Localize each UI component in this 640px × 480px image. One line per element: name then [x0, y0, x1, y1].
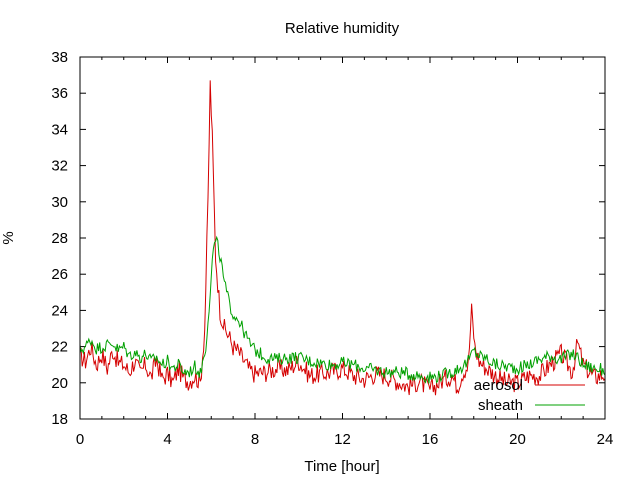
legend-label-sheath: sheath: [478, 397, 523, 414]
legend-label-aerosol: aerosol: [474, 377, 523, 394]
y-tick-label: 30: [51, 194, 68, 211]
plot-frame: [79, 56, 606, 420]
x-tick-label: 24: [597, 431, 614, 448]
series-line-sheath: [79, 235, 606, 384]
series-lines: [79, 80, 606, 396]
y-tick-label: 20: [51, 375, 68, 392]
y-tick-label: 24: [51, 302, 68, 319]
y-tick-label: 28: [51, 230, 68, 247]
y-tick-label: 34: [51, 121, 68, 138]
x-tick-label: 8: [251, 431, 259, 448]
y-tick-label: 22: [51, 339, 68, 356]
y-tick-label: 36: [51, 85, 68, 102]
y-tick-label: 38: [51, 49, 68, 66]
x-tick-label: 16: [422, 431, 439, 448]
x-tick-label: 0: [76, 431, 84, 448]
x-tick-label: 20: [509, 431, 526, 448]
chart-title: Relative humidity: [285, 20, 400, 37]
legend: aerosol sheath: [474, 377, 585, 414]
y-tick-label: 26: [51, 266, 68, 283]
x-tick-label: 4: [163, 431, 171, 448]
series-line-aerosol: [79, 80, 606, 396]
y-tick-label: 18: [51, 411, 68, 428]
x-tick-label: 12: [334, 431, 351, 448]
y-tick-label: 32: [51, 158, 68, 175]
y-axis-label: %: [0, 231, 17, 244]
x-axis-label: Time [hour]: [304, 458, 379, 475]
axis-ticks: 0 4 8 12 16 20 24 18 20 22 24 26 28 30 32 34 36 38: [51, 49, 613, 448]
